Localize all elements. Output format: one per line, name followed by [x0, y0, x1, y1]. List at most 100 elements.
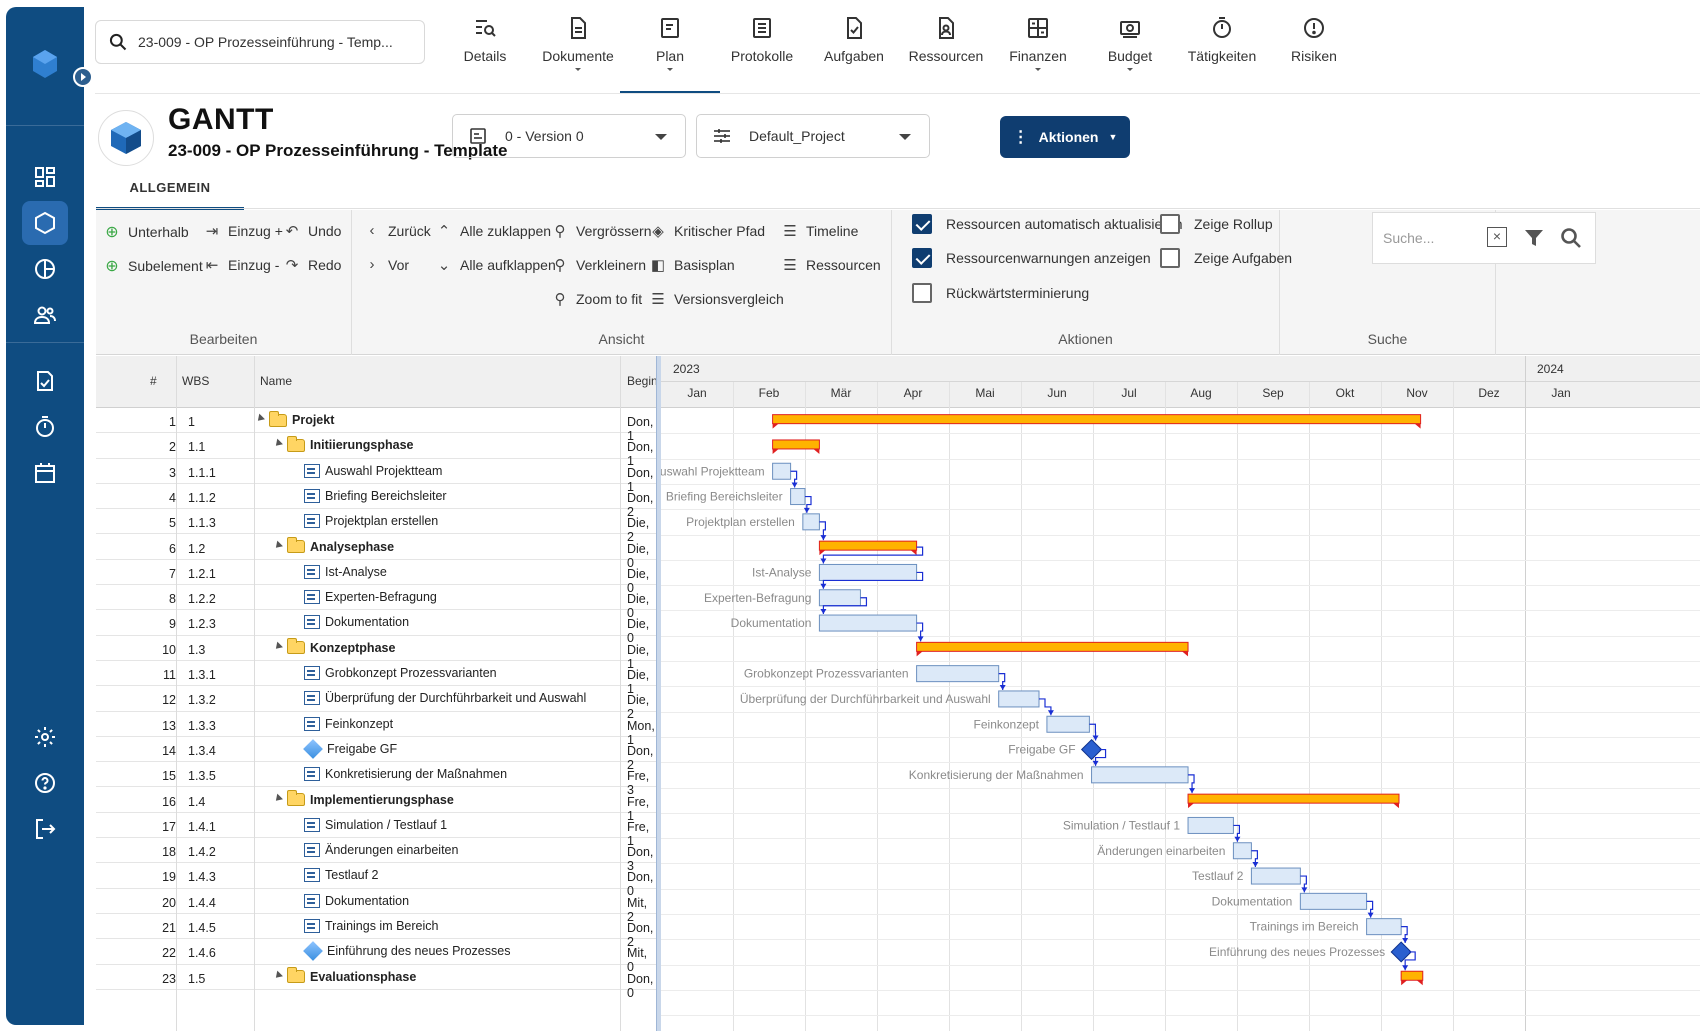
project-search-input[interactable]: 23-009 - OP Prozesseinführung - Temp... — [95, 20, 425, 64]
row-name-cell[interactable]: Einführung des neues Prozesses — [303, 941, 510, 962]
task-bar[interactable] — [818, 589, 861, 607]
backward-scheduling-checkbox[interactable]: Rückwärtsterminierung — [912, 283, 1089, 303]
redo-button[interactable]: ↷ Redo — [284, 256, 342, 274]
table-row[interactable]: 12 1.3.2 Überprüfung der Durchführbarkeit … — [96, 686, 656, 721]
nav-checklist-icon[interactable] — [22, 359, 68, 403]
expand-all-button[interactable]: ⌄ Alle aufklappen — [436, 256, 556, 274]
nav-timer-icon[interactable] — [22, 405, 68, 449]
sidebar-collapse-button[interactable] — [73, 67, 93, 87]
table-row[interactable]: 9 1.2.3 Dokumentation Die, 0 — [96, 610, 656, 645]
version-compare-button[interactable]: ☰ Versionsvergleich — [650, 290, 783, 308]
nav-help-icon[interactable] — [22, 761, 68, 805]
row-name-cell[interactable]: Evaluationsphase — [273, 967, 416, 984]
row-name-cell[interactable]: Analysephase — [273, 537, 394, 554]
nav-users-icon[interactable] — [22, 293, 68, 337]
nav-dashboard-icon[interactable] — [22, 155, 68, 199]
row-name-cell[interactable]: Konkretisierung der Maßnahmen — [304, 767, 507, 782]
topnav-plan[interactable]: Plan — [620, 16, 720, 94]
row-name-cell[interactable]: Briefing Bereichsleiter — [304, 488, 447, 503]
nav-logout-icon[interactable] — [22, 807, 68, 851]
add-below-button[interactable]: ⊕ Unterhalb — [104, 222, 188, 242]
task-bar[interactable] — [998, 690, 1040, 708]
zoom-in-button[interactable]: ⚲ Vergrössern — [552, 222, 652, 240]
critical-path-button[interactable]: ◈ Kritischer Pfad — [650, 222, 765, 240]
row-name-cell[interactable]: Projektplan erstellen — [304, 514, 438, 529]
table-row[interactable]: 22 1.4.6 Einführung des neues Prozesses Mit… — [96, 939, 656, 974]
row-name-cell[interactable]: Simulation / Testlauf 1 — [304, 817, 447, 832]
row-name-cell[interactable]: Feinkonzept — [304, 716, 393, 731]
show-rollup-checkbox[interactable]: Zeige Rollup — [1160, 214, 1273, 234]
table-row[interactable]: 2 1.1 Initiierungsphase Don, 1 — [96, 433, 656, 468]
table-row[interactable]: 7 1.2.1 Ist-Analyse Die, 0 — [96, 560, 656, 595]
table-row[interactable]: 8 1.2.2 Experten-Befragung Die, 0 — [96, 585, 656, 620]
table-row[interactable]: 3 1.1.1 Auswahl Projektteam Don, 1 — [96, 459, 656, 494]
table-row[interactable]: 5 1.1.3 Projektplan erstellen Die, 2 — [96, 509, 656, 544]
summary-bar[interactable] — [1400, 970, 1424, 981]
expand-toggle-icon[interactable] — [273, 540, 283, 551]
back-button[interactable]: ‹ Zurück — [364, 222, 431, 239]
expand-toggle-icon[interactable] — [273, 438, 283, 449]
col-header-wbs[interactable]: WBS — [182, 374, 210, 388]
topnav-tätigkeiten[interactable]: Tätigkeiten — [1172, 16, 1272, 92]
search-icon[interactable] — [1559, 226, 1583, 250]
row-name-cell[interactable]: Konzeptphase — [273, 638, 395, 655]
topnav-budget[interactable]: Budget — [1080, 16, 1180, 92]
table-row[interactable]: 21 1.4.5 Trainings im Bereich Don, 2 — [96, 914, 656, 949]
profile-select[interactable]: Default_Project — [696, 114, 930, 158]
topnav-risiken[interactable]: Risiken — [1264, 16, 1364, 92]
task-bar[interactable] — [1366, 918, 1402, 936]
table-row[interactable]: 15 1.3.5 Konkretisierung der Maßnahmen Fre,… — [96, 762, 656, 797]
row-name-cell[interactable]: Testlauf 2 — [304, 868, 379, 883]
task-bar[interactable] — [1232, 842, 1252, 860]
table-row[interactable]: 16 1.4 Implementierungsphase Fre, 1 — [96, 788, 656, 823]
table-row[interactable]: 14 1.3.4 Freigabe GF Don, 2 — [96, 737, 656, 772]
show-tasks-checkbox[interactable]: Zeige Aufgaben — [1160, 248, 1292, 268]
task-bar[interactable] — [1250, 867, 1301, 885]
clear-icon[interactable]: × — [1487, 227, 1507, 247]
auto-update-resources-checkbox[interactable]: Ressourcen automatisch aktualisieren — [912, 214, 1183, 234]
summary-bar[interactable] — [772, 439, 820, 450]
task-bar[interactable] — [916, 665, 1000, 683]
task-bar[interactable] — [802, 513, 820, 531]
topnav-aufgaben[interactable]: Aufgaben — [804, 16, 904, 92]
expand-toggle-icon[interactable] — [273, 970, 283, 981]
table-row[interactable]: 11 1.3.1 Grobkonzept Prozessvarianten Die, … — [96, 661, 656, 696]
topnav-protokolle[interactable]: Protokolle — [712, 16, 812, 92]
task-bar[interactable] — [1091, 766, 1189, 784]
row-name-cell[interactable]: Änderungen einarbeiten — [304, 843, 458, 858]
row-name-cell[interactable]: Freigabe GF — [303, 738, 397, 759]
col-header-name[interactable]: Name — [260, 374, 293, 388]
row-name-cell[interactable]: Experten-Befragung — [304, 590, 437, 605]
col-header-begin[interactable]: Begin — [627, 374, 656, 388]
table-row[interactable]: 18 1.4.2 Änderungen einarbeiten Don, 3 — [96, 838, 656, 873]
summary-bar[interactable] — [772, 414, 1422, 425]
table-row[interactable]: 10 1.3 Konzeptphase Die, 1 — [96, 636, 656, 671]
summary-bar[interactable] — [1187, 793, 1400, 804]
row-name-cell[interactable]: Trainings im Bereich — [304, 919, 438, 933]
task-bar[interactable] — [1299, 892, 1368, 910]
row-name-cell[interactable]: Dokumentation — [304, 615, 409, 630]
checkbox-box[interactable] — [912, 214, 932, 234]
summary-bar[interactable] — [818, 540, 918, 551]
row-name-cell[interactable]: Implementierungsphase — [273, 790, 454, 807]
nav-settings-icon[interactable] — [22, 715, 68, 759]
topnav-dokumente[interactable]: Dokumente — [528, 16, 628, 92]
checkbox-box[interactable] — [912, 283, 932, 303]
col-header-num[interactable]: # — [150, 374, 157, 388]
table-row[interactable]: 19 1.4.3 Testlauf 2 Don, 0 — [96, 863, 656, 898]
task-bar[interactable] — [818, 563, 918, 581]
milestone-marker[interactable] — [1080, 738, 1103, 761]
app-logo[interactable] — [32, 49, 58, 79]
row-name-cell[interactable]: Projekt — [255, 410, 334, 427]
checkbox-box[interactable] — [912, 248, 932, 268]
checkbox-box[interactable] — [1160, 214, 1180, 234]
expand-toggle-icon[interactable] — [273, 793, 283, 804]
version-select[interactable]: 0 - Version 0 — [452, 114, 686, 158]
indent-button[interactable]: ⇥ Einzug + — [204, 222, 283, 240]
expand-toggle-icon[interactable] — [273, 641, 283, 652]
filter-icon[interactable] — [1523, 227, 1545, 249]
resource-warnings-checkbox[interactable]: Ressourcenwarnungen anzeigen — [912, 248, 1151, 268]
milestone-marker[interactable] — [1390, 941, 1412, 963]
topnav-details[interactable]: Details — [435, 16, 535, 92]
table-row[interactable]: 20 1.4.4 Dokumentation Mit, 2 — [96, 889, 656, 924]
